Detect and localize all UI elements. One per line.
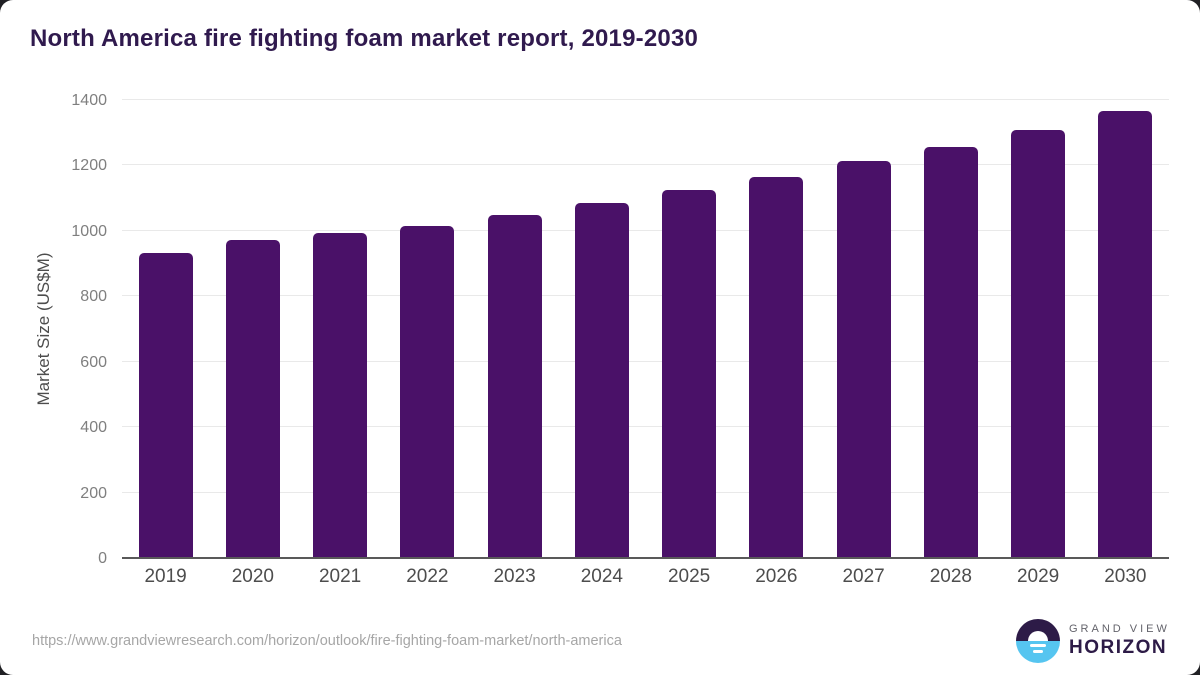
bar-2028 [923, 146, 978, 558]
bar-2023 [487, 215, 542, 558]
bar-2026 [749, 176, 804, 558]
y-axis-tick-labels: 0 200 400 600 800 1000 1200 1400 [0, 93, 107, 567]
bar-2020 [225, 240, 280, 558]
x-tick-label-2023: 2023 [493, 566, 536, 587]
bar-2019 [138, 253, 193, 558]
bar-slot-2023 [471, 100, 558, 558]
x-tick-label-2022: 2022 [406, 566, 449, 587]
y-tick-label-600: 600 [80, 353, 107, 371]
page-title: North America fire fighting foam market … [30, 25, 699, 52]
logo-text: GRAND VIEW HORIZON [1069, 623, 1170, 659]
x-tick-label-2028: 2028 [929, 566, 973, 587]
x-tick-label-2020: 2020 [231, 566, 275, 587]
y-tick-label-200: 200 [80, 484, 107, 502]
x-tick-label-2027: 2027 [842, 566, 885, 587]
bar-2022 [400, 225, 455, 558]
bar-2024 [574, 202, 629, 558]
bar-2029 [1011, 130, 1066, 558]
logo-bottom-text: HORIZON [1069, 636, 1168, 658]
gridline-800 [122, 295, 1169, 297]
gridline-1200 [122, 164, 1169, 166]
y-tick-label-0: 0 [98, 550, 107, 567]
gridline-600 [122, 360, 1169, 362]
grand-view-horizon-logo: GRAND VIEW HORIZON [1016, 619, 1170, 663]
bar-slot-2020 [209, 100, 296, 558]
y-tick-label-1400: 1400 [71, 92, 107, 109]
bar-2021 [313, 233, 368, 558]
gridline-400 [122, 426, 1169, 428]
bar-slot-2025 [646, 100, 733, 558]
x-tick-label-2025: 2025 [667, 566, 711, 587]
bar-slot-2024 [558, 100, 645, 558]
plot-area [122, 99, 1169, 559]
sun-shape [1028, 631, 1048, 641]
logo-top-text: GRAND VIEW [1069, 623, 1170, 636]
y-tick-label-1000: 1000 [71, 222, 107, 240]
bar-slot-2028 [907, 100, 994, 558]
gridline-1400 [122, 99, 1169, 100]
bar-2025 [662, 189, 717, 558]
x-tick-label-2024: 2024 [580, 566, 624, 587]
gridline-1000 [122, 229, 1169, 231]
sun-reflection-stripe [1033, 650, 1043, 653]
y-tick-label-400: 400 [80, 419, 107, 437]
bar-2030 [1098, 110, 1153, 558]
y-tick-label-800: 800 [80, 288, 107, 306]
bar-slot-2027 [820, 100, 907, 558]
x-tick-label-2019: 2019 [144, 566, 187, 587]
gridline-200 [122, 491, 1169, 493]
source-url: https://www.grandviewresearch.com/horizo… [32, 633, 622, 649]
bar-slot-2021 [297, 100, 384, 558]
bar-slot-2019 [122, 100, 209, 558]
x-axis-tick-labels: 2019 2020 2021 2022 2023 2024 2025 2026 2027 2028… [122, 566, 1169, 588]
x-tick-label-2026: 2026 [755, 566, 798, 587]
bar-slot-2030 [1082, 100, 1169, 558]
x-axis-line [122, 557, 1169, 559]
bar-slot-2029 [995, 100, 1082, 558]
bar-slot-2022 [384, 100, 471, 558]
bar-2027 [836, 161, 891, 558]
horizon-sun-icon [1016, 619, 1060, 663]
sun-reflection-stripe [1030, 644, 1046, 647]
bars-container [122, 100, 1169, 558]
x-tick-label-2030: 2030 [1104, 566, 1147, 587]
x-tick-label-2021: 2021 [318, 566, 362, 587]
y-tick-label-1200: 1200 [71, 157, 107, 175]
bar-slot-2026 [733, 100, 820, 558]
x-tick-label-2029: 2029 [1016, 566, 1060, 587]
